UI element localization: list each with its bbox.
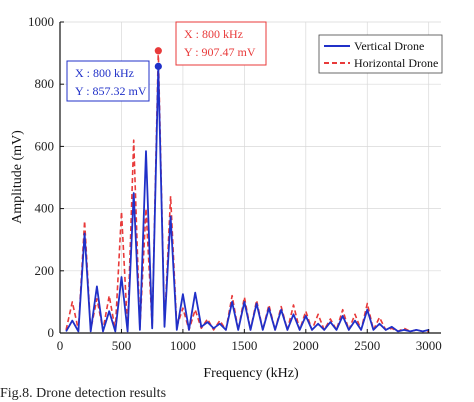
legend: Vertical Drone Horizontal Drone	[318, 34, 443, 74]
x-tick-label-0: 0	[57, 338, 64, 353]
y-tick-label-4: 800	[35, 76, 55, 91]
x-axis-title: Frequency (kHz)	[203, 366, 299, 381]
y-tick-label-5: 1000	[28, 14, 54, 29]
annotation-y-vertical: Y : 857.32 mV	[75, 84, 147, 98]
grid-lines	[60, 21, 441, 333]
y-axis-title: Amplitude (mV)	[10, 130, 25, 224]
x-tick-label-1: 500	[112, 338, 132, 353]
peak-markers	[154, 47, 162, 70]
amplitude-frequency-chart: 0 500 1000 1500 2000 2500 3000 0 200 400 600 800 100…	[10, 14, 443, 381]
y-tick-label-0: 0	[48, 325, 55, 340]
peak-marker-horizontal-drone	[154, 47, 162, 55]
x-tick-label-6: 3000	[416, 338, 442, 353]
y-tick-label-3: 600	[35, 138, 55, 153]
peak-marker-vertical-drone	[154, 62, 162, 70]
annotation-vertical-peak: X : 800 kHz Y : 857.32 mV	[66, 60, 150, 102]
x-tick-label-5: 2500	[354, 338, 380, 353]
legend-box	[318, 34, 443, 74]
y-tick-label-2: 400	[35, 201, 55, 216]
axes	[59, 22, 441, 334]
y-tick-label-1: 200	[35, 263, 55, 278]
annotation-x-vertical: X : 800 kHz	[75, 66, 134, 80]
legend-label-horizontal-drone: Horizontal Drone	[354, 56, 438, 70]
series-layer	[65, 49, 429, 333]
series-line-vertical-drone	[65, 65, 429, 333]
annotation-y-horizontal: Y : 907.47 mV	[184, 45, 256, 59]
x-tick-label-2: 1000	[170, 338, 196, 353]
annotation-x-horizontal: X : 800 kHz	[184, 27, 243, 41]
figure-caption: Fig.8. Drone detection results	[0, 386, 167, 401]
legend-label-vertical-drone: Vertical Drone	[354, 39, 424, 53]
annotation-box-horizontal	[175, 21, 267, 66]
x-tick-label-4: 2000	[293, 338, 319, 353]
annotation-box-vertical	[66, 60, 150, 102]
annotation-horizontal-peak: X : 800 kHz Y : 907.47 mV	[175, 21, 267, 66]
x-tick-label-3: 1500	[231, 338, 257, 353]
tick-labels: 0 500 1000 1500 2000 2500 3000 0 200 400 600 800 100…	[28, 14, 442, 353]
